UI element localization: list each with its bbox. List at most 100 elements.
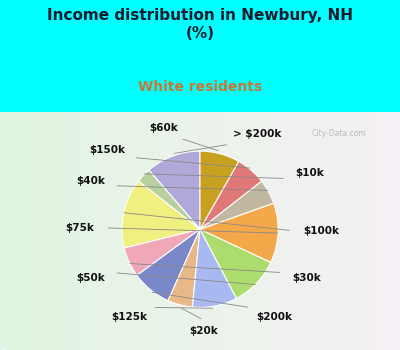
Bar	[356, 112, 360, 350]
Bar	[320, 112, 324, 350]
Text: $100k: $100k	[303, 226, 339, 236]
Wedge shape	[200, 181, 274, 229]
Bar	[340, 112, 344, 350]
Bar	[144, 112, 148, 350]
Bar	[92, 112, 96, 350]
Bar	[264, 112, 268, 350]
Bar	[296, 112, 300, 350]
Bar	[116, 112, 120, 350]
Bar	[324, 112, 328, 350]
Bar	[372, 112, 376, 350]
Wedge shape	[192, 229, 236, 307]
Bar	[248, 112, 252, 350]
Bar	[336, 112, 340, 350]
Wedge shape	[168, 229, 200, 307]
Text: $60k: $60k	[149, 122, 178, 133]
Wedge shape	[200, 151, 239, 229]
Bar	[60, 112, 64, 350]
Bar	[76, 112, 80, 350]
Text: $20k: $20k	[190, 326, 218, 336]
Bar	[268, 112, 272, 350]
Bar	[44, 112, 48, 350]
Bar	[180, 112, 184, 350]
Wedge shape	[149, 151, 200, 229]
Text: $75k: $75k	[66, 223, 94, 233]
Bar	[0, 112, 4, 350]
Bar	[288, 112, 292, 350]
Bar	[152, 112, 156, 350]
Bar	[56, 112, 60, 350]
Bar	[20, 112, 24, 350]
Bar	[260, 112, 264, 350]
Bar	[396, 112, 400, 350]
Bar	[132, 112, 136, 350]
Bar	[332, 112, 336, 350]
Bar	[136, 112, 140, 350]
Bar	[164, 112, 168, 350]
Bar	[120, 112, 124, 350]
Bar	[348, 112, 352, 350]
Text: $125k: $125k	[111, 312, 147, 322]
Bar	[208, 112, 212, 350]
Bar	[256, 112, 260, 350]
Bar	[276, 112, 280, 350]
Bar	[316, 112, 320, 350]
Text: $150k: $150k	[90, 145, 126, 154]
Bar	[100, 112, 104, 350]
Bar	[172, 112, 176, 350]
Bar	[48, 112, 52, 350]
Text: $40k: $40k	[76, 176, 105, 186]
Bar	[12, 112, 16, 350]
Bar	[212, 112, 216, 350]
Bar	[392, 112, 396, 350]
Bar	[364, 112, 368, 350]
Bar	[188, 112, 192, 350]
Bar	[192, 112, 196, 350]
Bar	[252, 112, 256, 350]
Bar	[196, 112, 200, 350]
Bar	[300, 112, 304, 350]
Text: $10k: $10k	[295, 168, 324, 178]
Bar	[380, 112, 384, 350]
Bar	[244, 112, 248, 350]
Wedge shape	[124, 229, 200, 275]
Bar	[312, 112, 316, 350]
Bar	[176, 112, 180, 350]
Bar	[24, 112, 28, 350]
Bar	[204, 112, 208, 350]
Bar	[240, 112, 244, 350]
Bar	[232, 112, 236, 350]
Wedge shape	[138, 170, 200, 229]
Bar	[236, 112, 240, 350]
Bar	[8, 112, 12, 350]
Bar	[4, 112, 8, 350]
Bar	[272, 112, 276, 350]
Bar	[220, 112, 224, 350]
Bar	[96, 112, 100, 350]
Wedge shape	[200, 161, 262, 229]
Bar	[36, 112, 40, 350]
Bar	[28, 112, 32, 350]
Bar	[124, 112, 128, 350]
Wedge shape	[200, 203, 278, 262]
Bar	[72, 112, 76, 350]
Bar	[16, 112, 20, 350]
Bar	[64, 112, 68, 350]
Wedge shape	[200, 229, 271, 298]
Text: Income distribution in Newbury, NH
(%): Income distribution in Newbury, NH (%)	[47, 8, 353, 41]
Text: City-Data.com: City-Data.com	[312, 129, 367, 138]
Bar	[80, 112, 84, 350]
Bar	[184, 112, 188, 350]
Bar	[360, 112, 364, 350]
Text: $30k: $30k	[292, 273, 321, 283]
Wedge shape	[122, 181, 200, 248]
Bar	[224, 112, 228, 350]
Bar	[112, 112, 116, 350]
Bar	[68, 112, 72, 350]
Wedge shape	[137, 229, 200, 301]
Bar	[156, 112, 160, 350]
Bar	[32, 112, 36, 350]
Bar	[304, 112, 308, 350]
Bar	[140, 112, 144, 350]
Bar	[368, 112, 372, 350]
